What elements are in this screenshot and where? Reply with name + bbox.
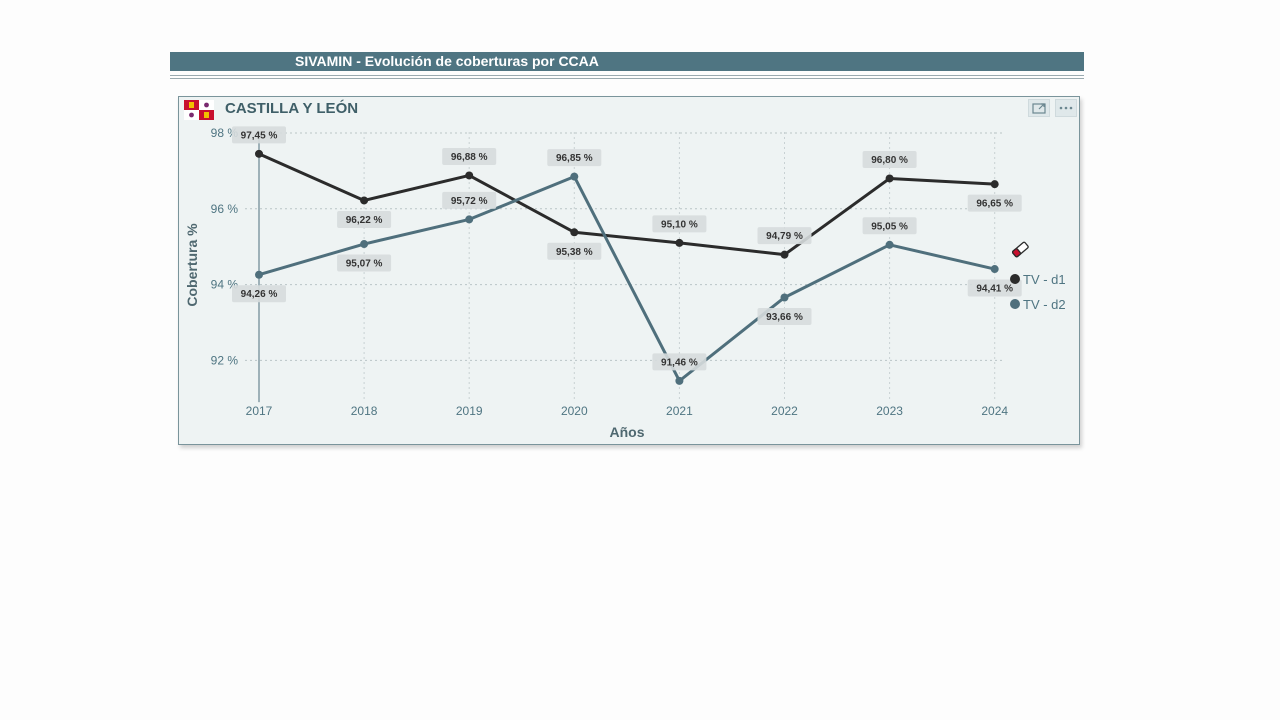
header-divider-2 <box>170 78 1084 79</box>
x-tick-label: 2023 <box>876 404 903 418</box>
data-label-box <box>547 242 602 260</box>
x-tick-label: 2018 <box>351 404 378 418</box>
legend[interactable]: TV - d1 TV - d2 <box>1010 241 1066 312</box>
data-label-box <box>757 227 812 245</box>
data-point[interactable] <box>990 265 999 274</box>
data-label: 91,46 % <box>661 357 698 368</box>
data-point[interactable] <box>990 180 999 189</box>
y-axis-title: Cobertura % <box>184 223 200 307</box>
data-label: 96,65 % <box>976 199 1013 210</box>
more-options-icon <box>1059 106 1073 110</box>
data-point[interactable] <box>465 215 474 224</box>
data-point[interactable] <box>780 250 789 259</box>
data-label: 96,22 % <box>346 215 383 226</box>
data-label-box <box>337 210 392 228</box>
data-label: 94,26 % <box>241 289 278 300</box>
data-label: 96,88 % <box>451 152 488 163</box>
legend-marker[interactable] <box>1010 274 1020 284</box>
castilla-leon-flag-icon <box>184 100 214 120</box>
axis-layer: 92 % 94 % 96 % 98 % 2017 2018 2019 2020 2021 2022… <box>184 126 1008 440</box>
x-tick-label: 2024 <box>981 404 1008 418</box>
data-point[interactable] <box>360 196 369 205</box>
x-tick-label: 2020 <box>561 404 588 418</box>
data-label-box <box>652 215 707 233</box>
report-header: SIVAMIN - Evolución de coberturas por CC… <box>170 52 1084 71</box>
data-label: 94,41 % <box>976 284 1013 295</box>
eraser-icon[interactable] <box>1011 241 1029 258</box>
data-label: 93,66 % <box>766 312 803 323</box>
data-label-box <box>757 307 812 325</box>
x-axis-title: Años <box>610 424 645 440</box>
y-tick-label: 98 % <box>211 126 239 140</box>
data-point[interactable] <box>885 240 894 249</box>
data-label-box <box>232 126 286 144</box>
data-label: 97,45 % <box>241 130 278 141</box>
data-point[interactable] <box>780 293 789 302</box>
grid-layer <box>245 132 1005 403</box>
data-label-layer: 97,45 % 96,22 % 96,88 % 95,38 % 95,10 % 94,79… <box>232 126 1022 371</box>
x-tick-label: 2021 <box>666 404 693 418</box>
focus-mode-icon <box>1032 103 1046 114</box>
data-label-box <box>232 285 286 303</box>
more-options-button[interactable] <box>1055 99 1077 117</box>
data-label-box <box>652 353 707 371</box>
y-tick-label: 96 % <box>211 202 239 216</box>
legend-label[interactable]: TV - d2 <box>1023 297 1066 312</box>
header-divider <box>170 75 1084 76</box>
series-line-tv-d2 <box>258 175 996 383</box>
data-point[interactable] <box>675 376 684 385</box>
data-label: 96,80 % <box>871 155 908 166</box>
legend-label[interactable]: TV - d1 <box>1023 272 1066 287</box>
chart-card: CASTILLA Y LEÓN <box>178 96 1080 445</box>
data-label-box <box>862 217 917 235</box>
series-layer <box>255 149 999 385</box>
report-title: SIVAMIN - Evolución de coberturas por CC… <box>295 53 599 69</box>
data-point[interactable] <box>570 172 579 181</box>
data-point[interactable] <box>570 228 579 237</box>
data-label: 95,10 % <box>661 219 698 230</box>
data-label-box <box>967 194 1022 212</box>
data-point[interactable] <box>465 171 474 180</box>
data-label: 95,07 % <box>346 259 383 270</box>
data-label-box <box>967 279 1022 297</box>
data-label: 95,72 % <box>451 196 488 207</box>
data-point[interactable] <box>885 174 894 183</box>
x-tick-label: 2017 <box>246 404 273 418</box>
data-point[interactable] <box>255 149 263 158</box>
data-point[interactable] <box>360 240 369 249</box>
data-label-box <box>547 149 602 167</box>
data-label: 96,85 % <box>556 153 593 164</box>
card-title: CASTILLA Y LEÓN <box>225 100 359 117</box>
x-tick-label: 2019 <box>456 404 483 418</box>
data-label-box <box>862 150 917 168</box>
data-label-box <box>337 254 392 272</box>
data-point[interactable] <box>675 238 684 247</box>
series-line-tv-d1 <box>258 152 995 257</box>
data-label: 95,38 % <box>556 247 593 258</box>
data-label-box <box>442 147 497 165</box>
legend-marker[interactable] <box>1010 299 1020 309</box>
y-tick-label: 94 % <box>211 278 239 292</box>
data-label-box <box>442 191 497 209</box>
data-point[interactable] <box>255 270 263 279</box>
data-label: 95,05 % <box>871 221 908 232</box>
eraser-tip <box>1011 248 1022 258</box>
y-tick-label: 92 % <box>211 353 239 367</box>
data-label: 94,79 % <box>766 231 803 242</box>
focus-mode-button[interactable] <box>1028 99 1050 117</box>
x-tick-label: 2022 <box>771 404 798 418</box>
